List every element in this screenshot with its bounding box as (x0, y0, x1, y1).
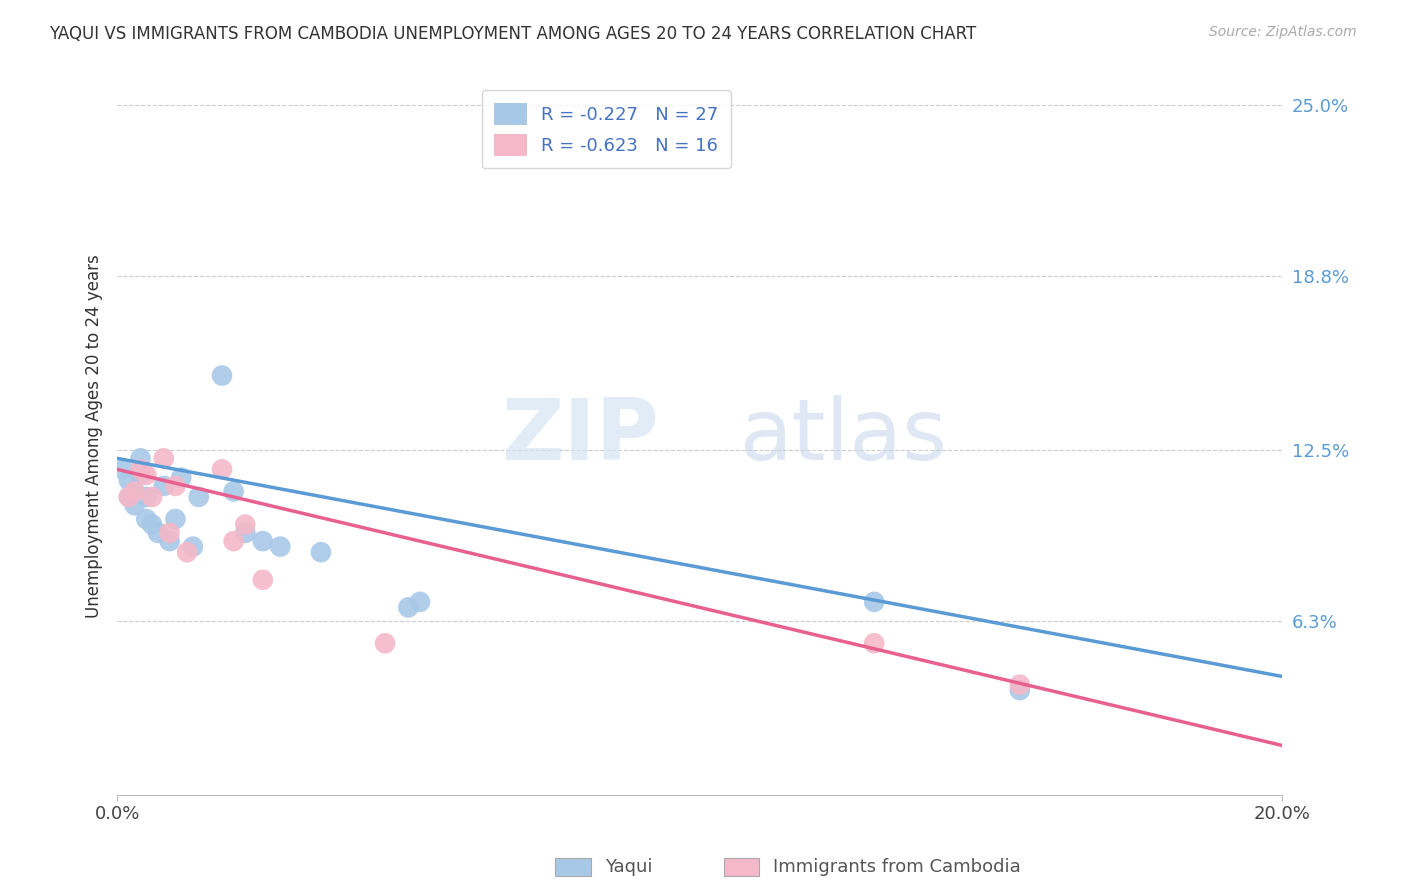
Point (309, 545, 332, 559)
Point (252, 573, 274, 587)
Point (135, 490, 157, 504)
Point (129, 467, 152, 482)
Point (233, 517, 256, 532)
Point (124, 484, 146, 499)
Point (124, 498, 146, 512)
Point (222, 534, 245, 549)
Point (135, 467, 157, 482)
Point (129, 451, 152, 466)
Point (396, 600, 419, 615)
Text: ZIP: ZIP (501, 395, 659, 478)
Point (141, 490, 163, 504)
Point (141, 517, 163, 532)
Point (152, 479, 174, 493)
Point (118, 490, 141, 504)
Point (211, 462, 233, 476)
Point (111, 462, 134, 476)
Point (159, 525, 181, 540)
Point (129, 462, 152, 476)
Point (409, 595, 432, 609)
Point (152, 451, 174, 466)
Text: YAQUI VS IMMIGRANTS FROM CAMBODIA UNEMPLOYMENT AMONG AGES 20 TO 24 YEARS CORRELA: YAQUI VS IMMIGRANTS FROM CAMBODIA UNEMPL… (49, 25, 976, 43)
Text: Yaqui: Yaqui (605, 858, 652, 876)
Y-axis label: Unemployment Among Ages 20 to 24 years: Unemployment Among Ages 20 to 24 years (86, 254, 103, 618)
Point (170, 470, 193, 484)
Point (176, 545, 198, 559)
Point (211, 368, 233, 383)
Point (269, 540, 291, 554)
Text: atlas: atlas (741, 395, 948, 478)
Text: Immigrants from Cambodia: Immigrants from Cambodia (773, 858, 1021, 876)
Point (118, 490, 141, 504)
Point (374, 636, 396, 650)
Point (165, 512, 187, 526)
Point (863, 595, 886, 609)
Text: Source: ZipAtlas.com: Source: ZipAtlas.com (1209, 25, 1357, 39)
Point (1008, 678, 1031, 692)
Point (118, 474, 141, 488)
Point (187, 490, 209, 504)
Point (165, 479, 187, 493)
Point (252, 534, 274, 549)
Point (233, 525, 256, 540)
Legend: R = -0.227   N = 27, R = -0.623   N = 16: R = -0.227 N = 27, R = -0.623 N = 16 (482, 90, 731, 169)
Point (1008, 683, 1031, 698)
Point (124, 484, 146, 499)
Point (159, 534, 181, 549)
Point (222, 484, 245, 499)
Point (181, 540, 204, 554)
Point (146, 525, 169, 540)
Point (863, 636, 886, 650)
Point (135, 512, 157, 526)
